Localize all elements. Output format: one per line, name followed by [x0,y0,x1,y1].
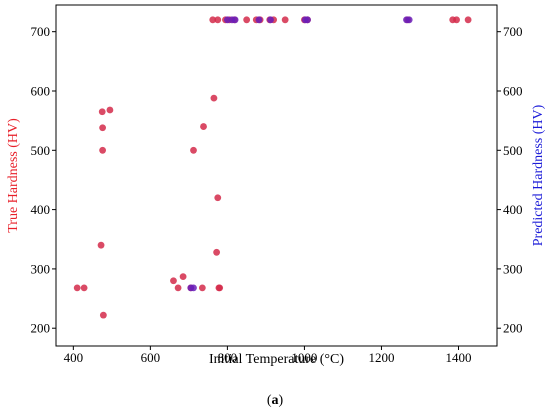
true-hardness-point [98,108,106,116]
ticks-layer: 400 600 800 1000 1200 1400 200 200 300 300 400 400 5… [31,24,523,365]
true-hardness-point [453,16,460,24]
true-hardness-point [174,284,182,292]
left-y-tick-label: 300 [31,261,51,276]
right-y-tick-label: 400 [503,202,523,217]
true-hardness-point [210,94,218,102]
true-hardness-point [464,16,472,24]
true-hardness-point [243,16,251,24]
true-hardness-point [198,284,206,292]
left-y-tick-label: 200 [31,321,51,336]
true-hardness-point [216,284,224,292]
left-y-tick-label: 500 [31,143,51,158]
right-y-tick-label: 600 [503,83,523,98]
x-tick-label: 1200 [368,350,394,365]
true-hardness-point [190,146,197,154]
points-layer [73,16,472,319]
x-tick-label: 1000 [291,350,317,365]
true-hardness-point [99,124,107,132]
right-y-tick-label: 300 [503,261,523,276]
predicted-hardness-point [190,284,197,292]
true-hardness-point [73,284,81,292]
true-hardness-point [170,277,177,285]
left-y-tick-label: 400 [31,202,51,217]
true-hardness-point [106,106,114,114]
true-hardness-point [209,16,217,24]
true-hardness-point [213,248,221,256]
left-y-tick-label: 700 [31,24,51,39]
predicted-hardness-point [231,16,239,24]
figure-caption: (a) [266,393,284,408]
right-y-tick-label: 700 [503,24,523,39]
true-hardness-point [80,284,88,292]
predicted-hardness-point [267,16,274,24]
caption-letter: a [271,393,279,408]
true-hardness-point [179,273,187,281]
true-hardness-point [281,16,289,24]
left-y-tick-label: 600 [31,83,51,98]
predicted-hardness-point [304,16,311,24]
x-tick-label: 1400 [445,350,471,365]
true-hardness-point [200,123,207,130]
x-tick-label: 400 [64,350,84,365]
true-hardness-point [214,16,222,24]
true-hardness-point [99,311,107,319]
x-tick-label: 600 [141,350,161,365]
true-hardness-point [214,194,222,202]
x-tick-label: 800 [218,350,238,365]
plot-frame [55,4,498,347]
right-y-axis-label: Predicted Hardness (HV) [531,104,546,246]
true-hardness-point [97,241,105,249]
predicted-hardness-point [255,16,263,24]
predicted-hardness-point [405,16,413,24]
right-y-tick-label: 500 [503,143,523,158]
right-y-tick-label: 200 [503,321,523,336]
left-y-axis-label: True Hardness (HV) [6,118,21,233]
true-hardness-point [99,146,107,154]
x-axis-label: Initial Temperature (°C) [209,352,344,367]
